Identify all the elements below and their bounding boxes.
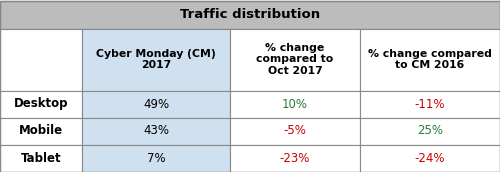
Text: % change compared
to CM 2016: % change compared to CM 2016 xyxy=(368,49,492,70)
Bar xyxy=(230,29,360,90)
Bar xyxy=(0,144,82,171)
Text: Traffic distribution: Traffic distribution xyxy=(180,8,320,21)
Bar xyxy=(230,144,360,171)
Bar xyxy=(360,144,500,171)
Text: 7%: 7% xyxy=(146,152,166,164)
Bar xyxy=(360,117,500,144)
Bar xyxy=(0,90,82,117)
Text: 10%: 10% xyxy=(282,98,308,110)
Text: 25%: 25% xyxy=(417,125,443,137)
Text: Desktop: Desktop xyxy=(14,98,68,110)
Text: Cyber Monday (CM)
2017: Cyber Monday (CM) 2017 xyxy=(96,49,216,70)
Text: 49%: 49% xyxy=(143,98,169,110)
Text: -11%: -11% xyxy=(415,98,446,110)
Text: % change
compared to
Oct 2017: % change compared to Oct 2017 xyxy=(256,43,334,76)
Bar xyxy=(230,117,360,144)
Bar xyxy=(0,1,500,29)
Text: Mobile: Mobile xyxy=(19,125,63,137)
Bar xyxy=(360,29,500,90)
Text: -23%: -23% xyxy=(280,152,310,164)
Bar xyxy=(82,144,230,171)
Text: -5%: -5% xyxy=(284,125,306,137)
Text: -24%: -24% xyxy=(415,152,446,164)
Bar xyxy=(360,90,500,117)
Bar xyxy=(82,29,230,90)
Bar xyxy=(0,117,82,144)
Bar xyxy=(0,29,82,90)
Bar xyxy=(82,117,230,144)
Bar xyxy=(82,90,230,117)
Text: Tablet: Tablet xyxy=(20,152,61,164)
Bar xyxy=(230,90,360,117)
Text: 43%: 43% xyxy=(143,125,169,137)
